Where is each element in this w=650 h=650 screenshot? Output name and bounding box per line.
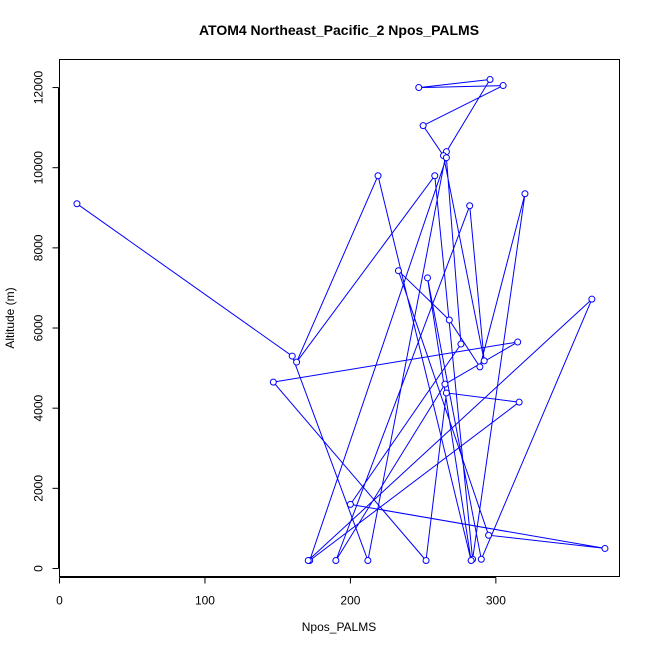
data-point: [457, 340, 465, 348]
data-point: [374, 172, 382, 180]
x-axis-label: Npos_PALMS: [302, 620, 376, 634]
data-point: [415, 84, 423, 92]
x-tick-label: 0: [56, 594, 63, 608]
data-point: [477, 555, 485, 563]
data-point: [288, 352, 296, 360]
y-tick-label: 4000: [32, 395, 46, 422]
plot-frame: [59, 59, 620, 577]
data-point: [466, 202, 474, 210]
data-point: [442, 389, 450, 397]
data-point: [73, 200, 81, 208]
data-point: [346, 500, 354, 508]
x-tick-label: 200: [340, 594, 360, 608]
data-point: [499, 82, 507, 90]
data-point: [485, 531, 493, 539]
data-point: [394, 267, 402, 275]
y-axis: 0 2000 4000 6000 8000 10000 12000: [32, 71, 59, 572]
x-tick-label: 100: [195, 594, 215, 608]
chart-title: ATOM4 Northeast_Pacific_2 Npos_PALMS: [199, 22, 479, 38]
series-line: [76, 78, 606, 563]
y-tick-label: 12000: [32, 71, 46, 105]
y-tick-label: 0: [32, 565, 46, 572]
data-point: [332, 556, 340, 564]
data-point: [588, 295, 596, 303]
y-tick-label: 8000: [32, 234, 46, 261]
x-tick-label: 300: [486, 594, 506, 608]
data-point: [304, 556, 312, 564]
data-point: [476, 363, 484, 371]
y-tick-label: 6000: [32, 314, 46, 341]
data-point: [514, 338, 522, 346]
data-point: [521, 190, 529, 198]
data-point: [515, 398, 523, 406]
y-tick-label: 10000: [32, 151, 46, 185]
data-point: [431, 172, 439, 180]
data-point: [480, 357, 488, 365]
y-axis-label: Altitude (m): [3, 287, 17, 348]
data-point: [445, 316, 453, 324]
x-axis: 0 100 200 300: [56, 577, 506, 608]
data-point: [441, 380, 449, 388]
data-point: [422, 556, 430, 564]
data-point: [424, 274, 431, 282]
data-point: [442, 154, 450, 162]
data-point: [293, 358, 301, 366]
y-tick-label: 2000: [32, 475, 46, 502]
data-point: [269, 378, 277, 386]
data-series: [73, 76, 609, 564]
data-point: [467, 556, 475, 564]
data-point: [419, 122, 427, 130]
data-point: [486, 76, 494, 84]
data-point: [601, 544, 609, 552]
data-point: [364, 556, 372, 564]
